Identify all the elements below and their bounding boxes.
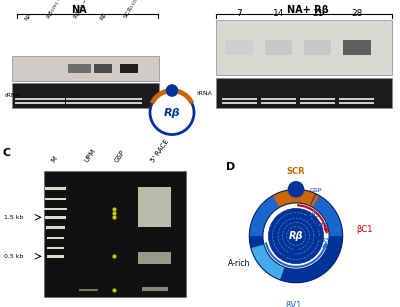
Bar <box>44 208 66 210</box>
Text: rRNA: rRNA <box>4 93 20 98</box>
Circle shape <box>166 85 178 96</box>
Text: Rβ: Rβ <box>289 231 303 241</box>
Bar <box>44 171 186 297</box>
Text: SCR$_{1102-1302}$: SCR$_{1102-1302}$ <box>121 0 150 21</box>
Bar <box>265 40 292 55</box>
Circle shape <box>150 91 194 134</box>
Text: 325: 325 <box>319 238 330 243</box>
Bar <box>222 102 257 104</box>
Text: 5' RACE: 5' RACE <box>150 139 170 164</box>
Bar <box>46 188 66 190</box>
Text: 837: 837 <box>283 253 293 258</box>
FancyBboxPatch shape <box>12 83 159 108</box>
Bar <box>300 98 335 100</box>
Text: C: C <box>2 148 10 158</box>
Circle shape <box>315 224 319 228</box>
Bar <box>304 40 331 55</box>
Text: NA: NA <box>71 5 87 14</box>
Bar <box>300 102 335 104</box>
Bar <box>343 40 370 55</box>
Text: βV1: βV1 <box>286 301 302 307</box>
Bar <box>261 98 296 100</box>
Text: 7: 7 <box>236 9 242 18</box>
Bar <box>66 98 92 100</box>
Text: 0.5 kb: 0.5 kb <box>4 254 24 259</box>
Bar <box>39 98 65 100</box>
Bar <box>116 102 142 104</box>
Bar <box>261 102 296 104</box>
Circle shape <box>307 215 312 219</box>
FancyBboxPatch shape <box>12 56 159 81</box>
Bar <box>90 102 116 104</box>
Bar <box>15 102 41 104</box>
Text: rRNA: rRNA <box>196 91 212 96</box>
Text: 21: 21 <box>312 9 323 18</box>
Bar <box>46 216 66 219</box>
Bar <box>226 40 253 55</box>
Bar <box>80 289 98 291</box>
Bar <box>116 98 142 100</box>
Text: Rβ$_{1091-1190}$: Rβ$_{1091-1190}$ <box>44 0 71 21</box>
Circle shape <box>294 247 298 252</box>
Text: D: D <box>226 162 235 172</box>
Bar <box>339 98 374 100</box>
Bar <box>46 198 66 200</box>
Bar <box>94 64 112 73</box>
Circle shape <box>268 208 324 264</box>
Wedge shape <box>273 189 319 207</box>
Text: 14: 14 <box>273 9 284 18</box>
Circle shape <box>289 251 294 255</box>
Text: A-rich: A-rich <box>228 259 250 268</box>
Bar <box>138 187 172 227</box>
Bar <box>142 287 168 291</box>
Bar <box>339 102 374 104</box>
Text: NA: NA <box>24 11 32 21</box>
Circle shape <box>263 203 329 269</box>
Bar <box>47 255 64 258</box>
Text: βC1: βC1 <box>356 225 373 234</box>
Bar <box>39 102 65 104</box>
Circle shape <box>288 182 304 197</box>
Bar <box>138 252 172 263</box>
Wedge shape <box>251 245 285 280</box>
Bar <box>47 237 64 239</box>
Circle shape <box>317 236 321 240</box>
Wedge shape <box>249 189 343 236</box>
Text: Rβ: Rβ <box>99 11 107 21</box>
Bar <box>120 64 138 73</box>
Text: 1325: 1325 <box>305 213 319 218</box>
Text: GSP: GSP <box>310 188 322 192</box>
Bar <box>15 98 41 100</box>
Text: SCR: SCR <box>287 167 305 176</box>
Bar <box>90 98 116 100</box>
Text: Rβ: Rβ <box>164 107 180 118</box>
Text: 797: 797 <box>289 250 300 255</box>
Text: UPM: UPM <box>84 148 97 164</box>
Bar <box>68 64 91 73</box>
Bar <box>222 98 257 100</box>
Text: 207: 207 <box>319 223 329 228</box>
Text: GSP: GSP <box>113 149 126 164</box>
Text: 1.5 kb: 1.5 kb <box>4 215 24 220</box>
Text: Rβ$_{187-55}$: Rβ$_{187-55}$ <box>72 0 94 21</box>
FancyBboxPatch shape <box>216 78 392 108</box>
Text: NA+ Rβ: NA+ Rβ <box>287 5 329 14</box>
Bar <box>46 227 65 229</box>
Wedge shape <box>249 236 343 283</box>
Text: 59: 59 <box>309 220 316 225</box>
Bar <box>66 102 92 104</box>
Text: 28: 28 <box>351 9 362 18</box>
Bar <box>47 247 64 249</box>
Text: M: M <box>51 156 59 164</box>
FancyBboxPatch shape <box>216 20 392 75</box>
